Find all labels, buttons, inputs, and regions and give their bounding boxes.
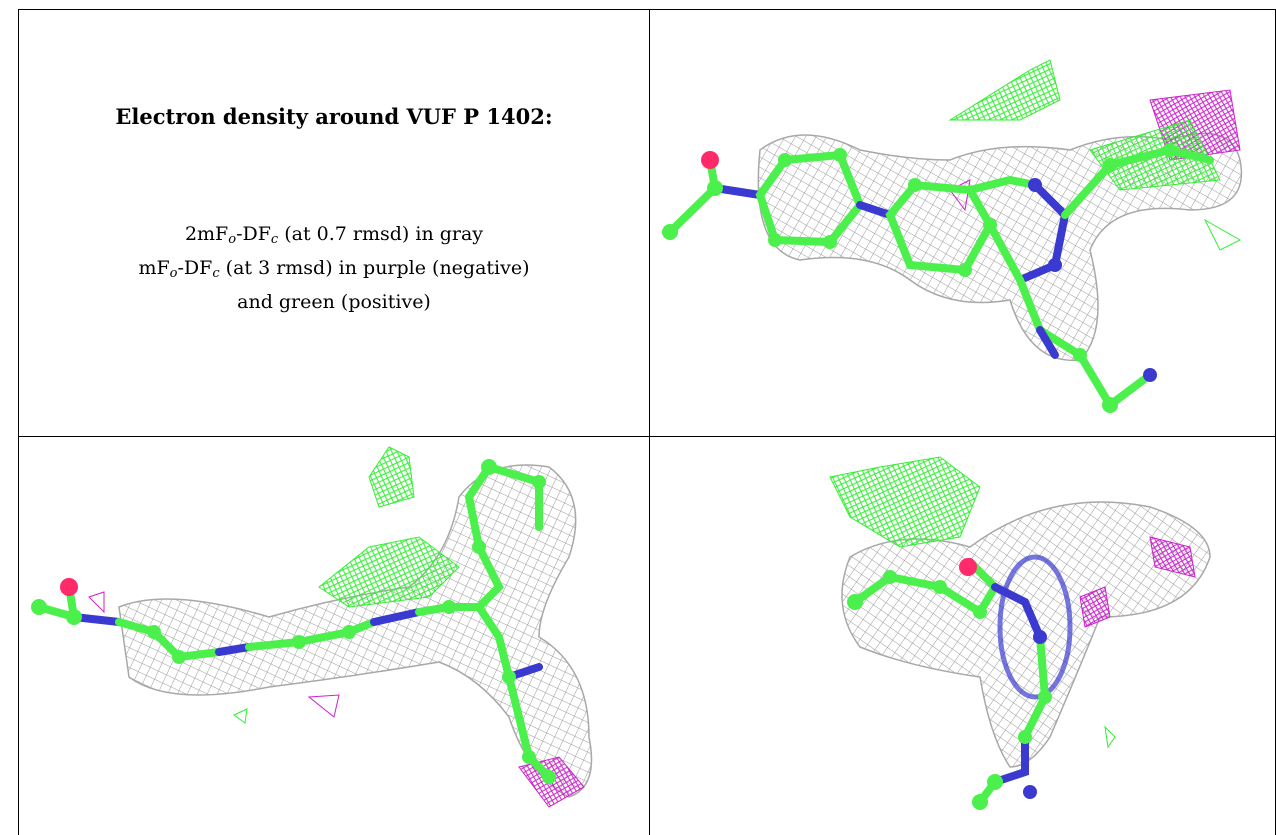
caption-cell: Electron density around VUF P 1402: 2mFo… — [19, 10, 649, 436]
table-border-middle — [649, 9, 650, 835]
legend-line-2fo: 2mFo-DFc (at 0.7 rmsd) in gray — [184, 223, 484, 247]
electron-density-mesh-icon — [662, 59, 1243, 413]
table-border-top — [18, 9, 1276, 10]
electron-density-mesh-icon — [829, 456, 1211, 810]
table-border-left — [18, 9, 19, 835]
electron-density-mesh-icon — [31, 446, 593, 808]
table-row-divider — [18, 436, 1276, 437]
caption-title: Electron density around VUF P 1402: — [115, 104, 553, 129]
legend-line-green: and green (positive) — [237, 291, 431, 313]
density-view-top-right — [650, 10, 1275, 436]
density-view-bottom-left — [19, 437, 649, 835]
legend-line-fo: mFo-DFc (at 3 rmsd) in purple (negative) — [138, 257, 530, 281]
density-view-bottom-right — [650, 437, 1275, 835]
caption-legend: 2mFo-DFc (at 0.7 rmsd) in gray mFo-DFc (… — [19, 220, 649, 316]
